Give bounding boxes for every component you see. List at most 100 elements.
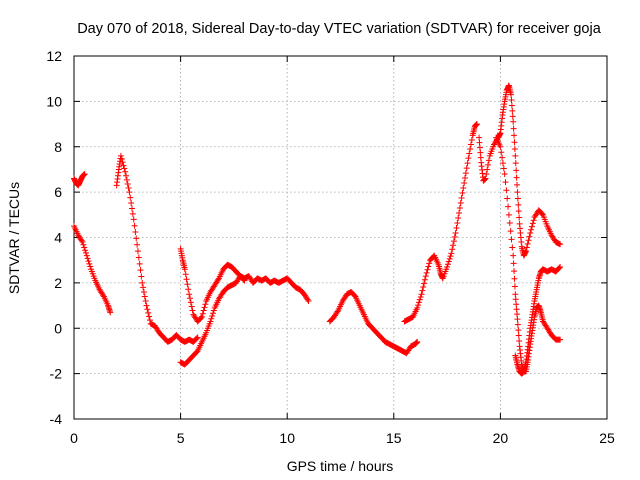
x-axis-ticks: 0 5 10 15 20 25: [70, 56, 615, 446]
data-point: [210, 307, 217, 314]
data-point: [421, 280, 428, 287]
data-point: [80, 241, 87, 248]
data-point: [128, 200, 135, 207]
data-point: [557, 241, 564, 248]
data-point: [510, 260, 517, 267]
data-point: [140, 284, 147, 291]
data-point: [134, 248, 141, 255]
data-point: [82, 247, 89, 254]
data-point: [473, 121, 480, 128]
data-point: [186, 291, 193, 298]
data-point: [503, 187, 510, 194]
data-point: [505, 211, 512, 218]
data-point: [524, 240, 531, 247]
data-point: [506, 219, 513, 226]
data-point: [186, 295, 193, 302]
data-point: [425, 263, 432, 270]
data-point: [502, 179, 509, 186]
data-point: [445, 258, 452, 265]
data-point: [79, 239, 86, 246]
data-point: [514, 195, 521, 202]
data-point: [424, 266, 431, 273]
data-point: [510, 252, 517, 259]
data-point: [508, 236, 515, 243]
data-point: [415, 299, 422, 306]
data-point: [466, 150, 473, 157]
data-point: [462, 175, 469, 182]
x-tick-label: 15: [386, 430, 402, 446]
data-point: [444, 261, 451, 268]
series-track-a: [71, 170, 88, 189]
data-point: [128, 205, 135, 212]
data-point: [509, 113, 516, 120]
y-tick-label: 0: [54, 320, 62, 336]
data-point: [451, 234, 458, 241]
y-tick-label: 2: [54, 275, 62, 291]
data-point: [527, 229, 534, 236]
data-point: [107, 309, 114, 316]
data-point: [464, 160, 471, 167]
data-point: [415, 302, 422, 309]
data-point: [456, 209, 463, 216]
data-point: [528, 223, 535, 230]
data-point: [516, 337, 523, 344]
data-point: [484, 166, 491, 173]
data-point: [528, 226, 535, 233]
data-point: [123, 176, 130, 183]
data-point: [422, 273, 429, 280]
data-point: [194, 334, 201, 341]
data-point: [557, 336, 564, 343]
data-point: [145, 309, 152, 316]
data-point: [515, 332, 522, 339]
data-point: [450, 242, 457, 249]
data-point: [208, 315, 215, 322]
data-point: [508, 97, 515, 104]
data-point: [449, 246, 456, 253]
y-axis-ticks: -4 -2 0 2 4 6 8 10 12: [46, 48, 607, 427]
y-tick-label: 12: [46, 48, 62, 64]
data-point: [198, 313, 205, 320]
data-point: [511, 146, 518, 153]
y-tick-label: 4: [54, 230, 62, 246]
data-point: [460, 185, 467, 192]
data-point: [416, 296, 423, 303]
data-point: [183, 276, 190, 283]
data-point: [446, 255, 453, 262]
data-point: [511, 139, 518, 146]
series-track-d: [177, 245, 248, 325]
data-point: [85, 258, 92, 265]
data-point: [78, 237, 85, 244]
data-point: [136, 260, 143, 267]
data-point: [207, 318, 214, 325]
data-point: [99, 292, 106, 299]
data-point: [461, 180, 468, 187]
data-point: [499, 160, 506, 167]
data-point: [123, 172, 130, 179]
data-point: [501, 170, 508, 177]
data-point: [127, 194, 134, 201]
data-point: [463, 165, 470, 172]
data-point: [511, 275, 518, 282]
x-tick-label: 20: [493, 430, 509, 446]
data-point: [525, 237, 532, 244]
data-point: [130, 216, 137, 223]
data-point: [132, 229, 139, 236]
data-point: [510, 118, 517, 125]
data-point: [454, 219, 461, 226]
data-point: [143, 302, 150, 309]
data-point: [513, 167, 520, 174]
data-point: [210, 310, 217, 317]
data-point: [146, 313, 153, 320]
data-point: [140, 288, 147, 295]
data-point: [199, 310, 206, 317]
data-point: [182, 271, 189, 278]
data-point: [511, 268, 518, 275]
data-point: [414, 304, 421, 311]
x-tick-label: 10: [279, 430, 295, 446]
data-point: [462, 170, 469, 177]
data-point: [453, 224, 460, 231]
data-point: [419, 287, 426, 294]
data-point: [508, 102, 515, 109]
data-point: [124, 180, 131, 187]
